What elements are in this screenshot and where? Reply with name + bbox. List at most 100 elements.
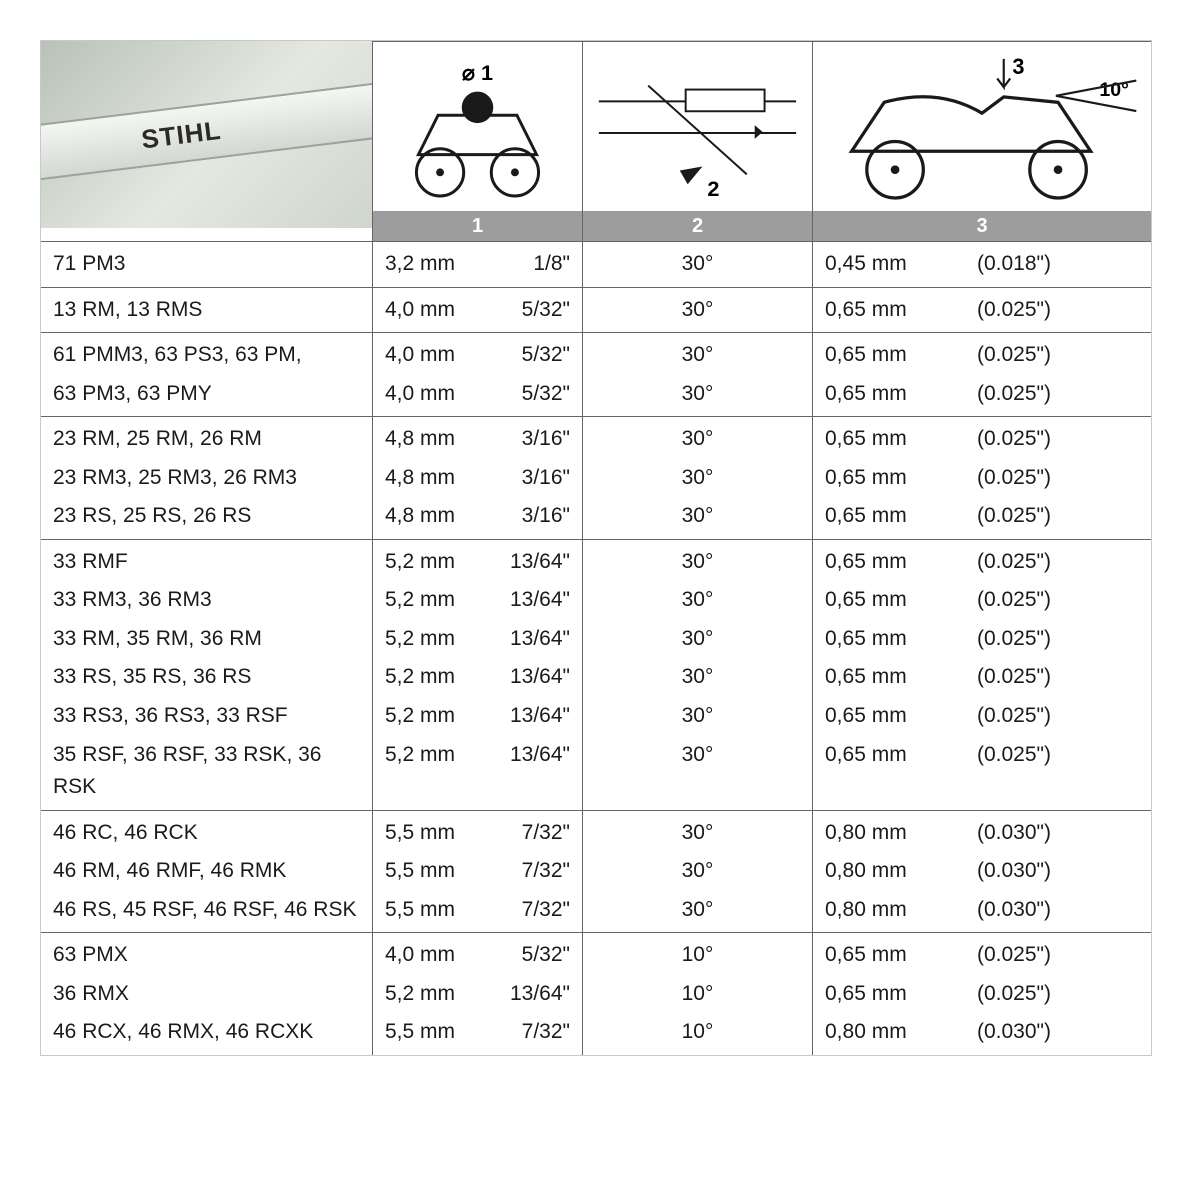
cell-diameter_in: 7/32" (478, 852, 583, 891)
cell-diameter_in: 7/32" (478, 811, 583, 853)
cell-model: 46 RS, 45 RSF, 46 RSF, 46 RSK (41, 891, 373, 933)
cell-depth_mm: 0,65 mm (813, 288, 973, 333)
cell-depth_in: (0.025") (973, 933, 1151, 975)
cell-model: 71 PM3 (41, 242, 373, 287)
cell-diameter_mm: 4,8 mm (373, 417, 478, 459)
cell-diameter_in: 3/16" (478, 497, 583, 539)
cell-diameter_in: 13/64" (478, 540, 583, 582)
cell-angle_deg: 30° (583, 497, 813, 539)
cell-diameter_mm: 4,0 mm (373, 333, 478, 375)
cell-diameter_mm: 5,2 mm (373, 540, 478, 582)
cell-angle_deg: 30° (583, 333, 813, 375)
table-row: 23 RS, 25 RS, 26 RS4,8 mm3/16"30°0,65 mm… (41, 497, 1151, 539)
cell-diameter_mm: 5,5 mm (373, 891, 478, 933)
cell-diameter_in: 13/64" (478, 581, 583, 620)
table-row: 33 RS3, 36 RS3, 33 RSF5,2 mm13/64"30°0,6… (41, 697, 1151, 736)
cell-angle_deg: 10° (583, 933, 813, 975)
cell-angle_deg: 30° (583, 540, 813, 582)
cell-depth_in: (0.025") (973, 540, 1151, 582)
cell-diameter_mm: 4,0 mm (373, 288, 478, 333)
cell-depth_in: (0.025") (973, 736, 1151, 810)
cell-diameter_in: 1/8" (478, 242, 583, 287)
table-row: 46 RS, 45 RSF, 46 RSF, 46 RSK5,5 mm7/32"… (41, 891, 1151, 933)
cell-depth_in: (0.025") (973, 459, 1151, 498)
cell-diameter_in: 13/64" (478, 620, 583, 659)
table-row: 23 RM3, 25 RM3, 26 RM34,8 mm3/16"30°0,65… (41, 459, 1151, 498)
cell-depth_in: (0.025") (973, 497, 1151, 539)
cell-diameter_mm: 3,2 mm (373, 242, 478, 287)
table-row: 33 RM, 35 RM, 36 RM5,2 mm13/64"30°0,65 m… (41, 620, 1151, 659)
cell-angle_deg: 30° (583, 459, 813, 498)
cell-angle_deg: 30° (583, 852, 813, 891)
cell-diameter_mm: 5,2 mm (373, 620, 478, 659)
cell-angle_deg: 30° (583, 736, 813, 810)
header-row: STIHL ⌀ 1 2 (41, 41, 1151, 211)
spec-sheet: STIHL ⌀ 1 2 (40, 40, 1152, 1056)
cell-depth_in: (0.025") (973, 658, 1151, 697)
cell-depth_in: (0.025") (973, 288, 1151, 333)
cell-depth_in: (0.025") (973, 697, 1151, 736)
cell-angle_deg: 30° (583, 375, 813, 417)
cell-diameter_in: 13/64" (478, 736, 583, 810)
diagram-col-3: 3 10° (813, 41, 1151, 228)
cell-model: 23 RS, 25 RS, 26 RS (41, 497, 373, 539)
cell-model: 46 RM, 46 RMF, 46 RMK (41, 852, 373, 891)
cell-model: 61 PMM3, 63 PS3, 63 PM, (41, 333, 373, 375)
cell-depth_mm: 0,65 mm (813, 333, 973, 375)
cell-depth_mm: 0,65 mm (813, 933, 973, 975)
cell-depth_mm: 0,65 mm (813, 581, 973, 620)
brand-label: STIHL (41, 80, 373, 182)
cell-diameter_mm: 5,5 mm (373, 811, 478, 853)
cell-depth_mm: 0,80 mm (813, 852, 973, 891)
table-row: 13 RM, 13 RMS4,0 mm5/32"30°0,65 mm(0.025… (41, 288, 1151, 333)
cell-angle_deg: 30° (583, 417, 813, 459)
cell-depth_mm: 0,65 mm (813, 497, 973, 539)
cell-diameter_in: 5/32" (478, 375, 583, 417)
cell-angle_deg: 30° (583, 891, 813, 933)
cell-model: 46 RC, 46 RCK (41, 811, 373, 853)
table-row: 63 PM3, 63 PMY4,0 mm5/32"30°0,65 mm(0.02… (41, 375, 1151, 417)
cell-diameter_in: 5/32" (478, 333, 583, 375)
cell-depth_in: (0.030") (973, 1013, 1151, 1055)
cell-depth_mm: 0,80 mm (813, 891, 973, 933)
cell-angle_deg: 30° (583, 811, 813, 853)
cell-angle_deg: 30° (583, 697, 813, 736)
cell-diameter_mm: 5,5 mm (373, 852, 478, 891)
table-row: 46 RCX, 46 RMX, 46 RCXK5,5 mm7/32"10°0,8… (41, 1013, 1151, 1055)
cell-depth_in: (0.025") (973, 620, 1151, 659)
cell-model: 23 RM, 25 RM, 26 RM (41, 417, 373, 459)
cell-angle_deg: 30° (583, 658, 813, 697)
cell-diameter_mm: 5,5 mm (373, 1013, 478, 1055)
cell-diameter_in: 5/32" (478, 933, 583, 975)
cell-depth_mm: 0,65 mm (813, 620, 973, 659)
cell-depth_in: (0.018") (973, 242, 1151, 287)
cell-diameter_mm: 5,2 mm (373, 975, 478, 1014)
table-row: 33 RS, 35 RS, 36 RS5,2 mm13/64"30°0,65 m… (41, 658, 1151, 697)
depth-gauge-icon: 3 10° (819, 48, 1145, 222)
cell-diameter_in: 3/16" (478, 417, 583, 459)
file-diameter-icon: ⌀ 1 (379, 48, 576, 222)
cell-diameter_mm: 4,0 mm (373, 375, 478, 417)
table-group: 13 RM, 13 RMS4,0 mm5/32"30°0,65 mm(0.025… (41, 287, 1151, 333)
table-row: 23 RM, 25 RM, 26 RM4,8 mm3/16"30°0,65 mm… (41, 417, 1151, 459)
cell-depth_in: (0.030") (973, 891, 1151, 933)
table-row: 63 PMX4,0 mm5/32"10°0,65 mm(0.025") (41, 933, 1151, 975)
cell-depth_in: (0.025") (973, 417, 1151, 459)
cell-depth_in: (0.025") (973, 581, 1151, 620)
cell-diameter_mm: 5,2 mm (373, 658, 478, 697)
table-group: 71 PM33,2 mm1/8"30°0,45 mm(0.018") (41, 241, 1151, 287)
cell-model: 33 RS, 35 RS, 36 RS (41, 658, 373, 697)
table-group: 63 PMX4,0 mm5/32"10°0,65 mm(0.025")36 RM… (41, 932, 1151, 1055)
cell-depth_mm: 0,65 mm (813, 417, 973, 459)
cell-depth_mm: 0,80 mm (813, 1013, 973, 1055)
cell-depth_mm: 0,65 mm (813, 697, 973, 736)
filing-angle-icon: 2 (589, 48, 806, 222)
cell-model: 23 RM3, 25 RM3, 26 RM3 (41, 459, 373, 498)
cell-angle_deg: 30° (583, 288, 813, 333)
cell-angle_deg: 30° (583, 620, 813, 659)
cell-angle_deg: 30° (583, 581, 813, 620)
table-row: 46 RM, 46 RMF, 46 RMK5,5 mm7/32"30°0,80 … (41, 852, 1151, 891)
cell-model: 63 PM3, 63 PMY (41, 375, 373, 417)
cell-depth_in: (0.025") (973, 375, 1151, 417)
cell-diameter_in: 5/32" (478, 288, 583, 333)
